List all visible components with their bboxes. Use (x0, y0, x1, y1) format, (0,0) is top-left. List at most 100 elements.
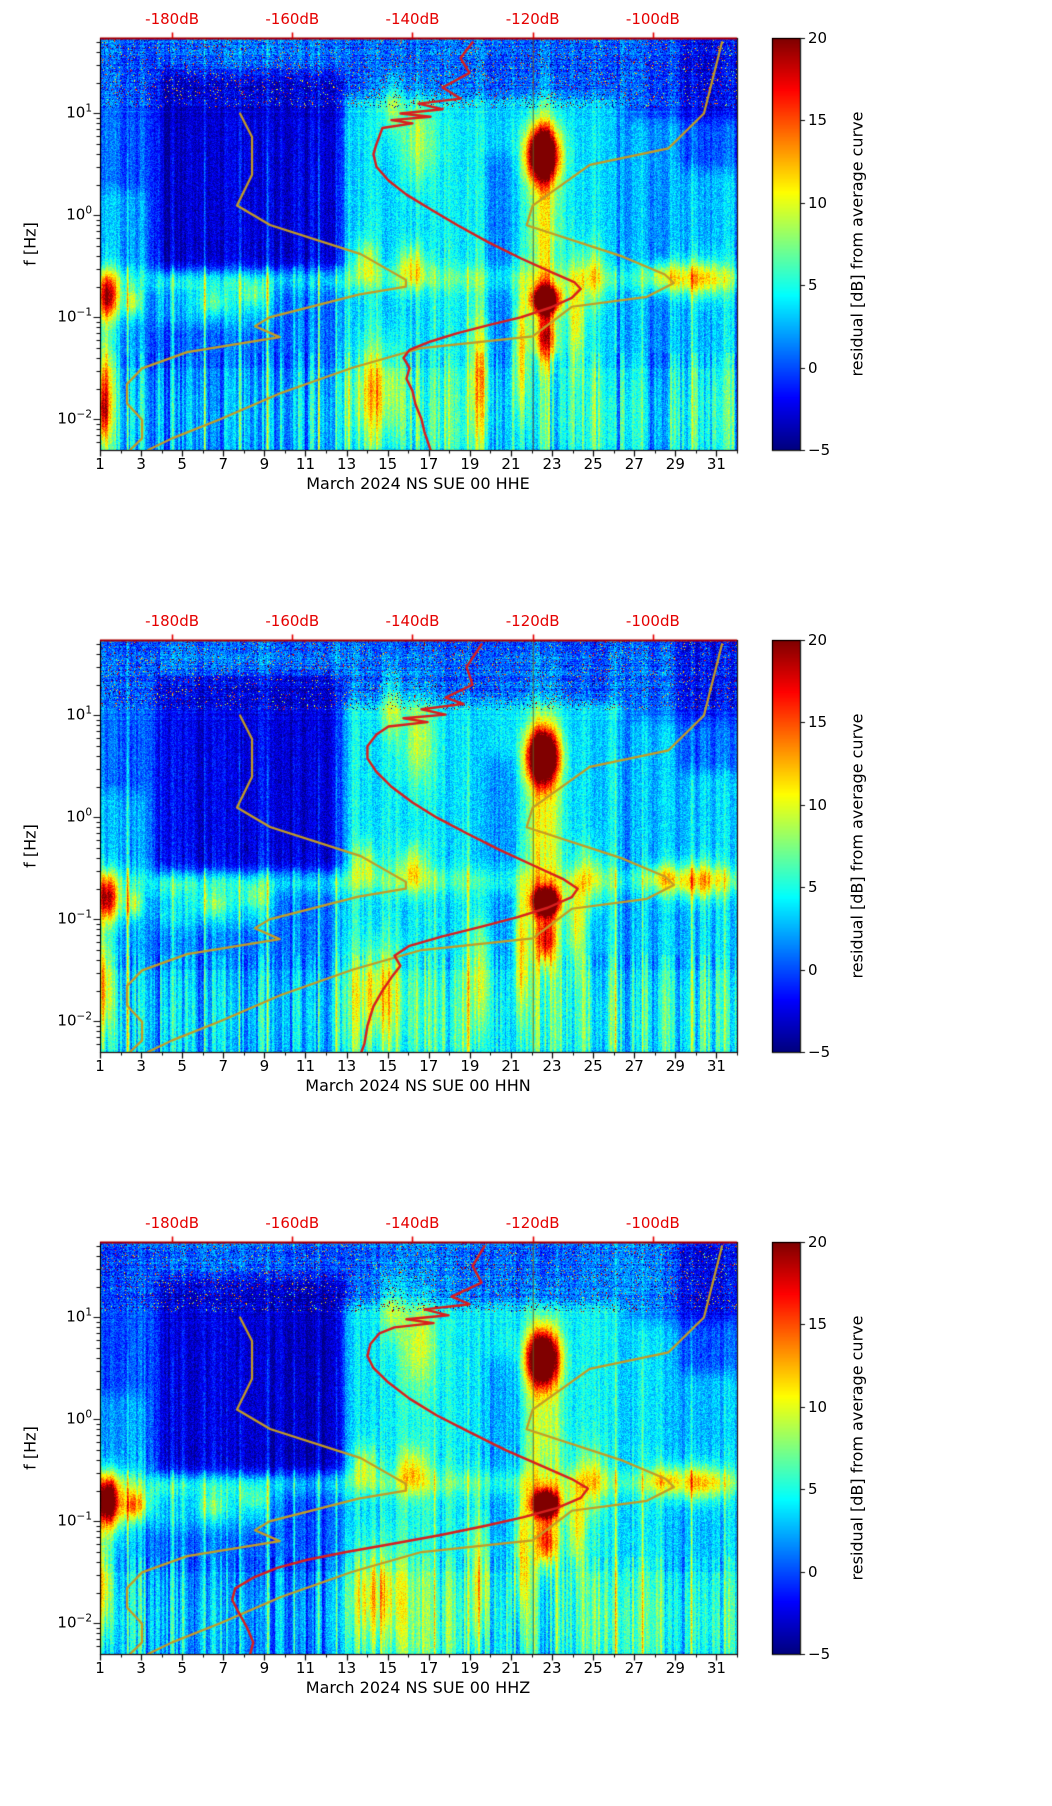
top-tick-label: -140dB (385, 612, 440, 630)
colorbar-label: residual [dB] from average curve (847, 111, 867, 377)
spectrogram-panel-hhe: f [Hz] March 2024 NS SUE 00 HHE residual… (0, 0, 1052, 602)
x-axis-title: March 2024 NS SUE 00 HHE (306, 474, 530, 493)
y-tick-label: 100 (66, 1408, 92, 1428)
x-tick-label: 9 (259, 455, 270, 473)
colorbar-tick-label: 0 (808, 960, 818, 979)
spectrogram-panel-hhn: f [Hz] March 2024 NS SUE 00 HHN residual… (0, 602, 1052, 1204)
y-tick-label: 101 (66, 1307, 92, 1327)
y-tick-label: 101 (66, 705, 92, 725)
x-tick-label: 21 (501, 1057, 521, 1075)
colorbar-tick-label: −5 (808, 1043, 831, 1061)
colorbar-label: residual [dB] from average curve (847, 1315, 867, 1581)
y-axis-label: f [Hz] (20, 824, 40, 868)
x-tick-label: 25 (583, 455, 603, 473)
x-tick-label: 23 (542, 455, 562, 473)
x-tick-label: 15 (378, 1659, 398, 1677)
x-tick-label: 3 (136, 1057, 146, 1075)
x-tick-label: 11 (295, 1659, 316, 1677)
x-axis-title: March 2024 NS SUE 00 HHZ (305, 1678, 531, 1697)
top-tick-label: -180dB (145, 1214, 200, 1232)
x-tick-label: 23 (542, 1057, 562, 1075)
top-tick-label: -160dB (265, 612, 320, 630)
colorbar-tick-label: 0 (808, 1562, 818, 1581)
colorbar-tick-label: 20 (808, 29, 828, 47)
x-tick-label: 9 (259, 1659, 270, 1677)
top-tick-label: -180dB (145, 10, 200, 28)
y-tick-label: 10−1 (57, 306, 92, 326)
x-tick-label: 1 (95, 455, 105, 473)
colorbar-tick-label: 5 (808, 1480, 818, 1499)
x-tick-label: 31 (706, 455, 726, 473)
top-tick-label: -120dB (505, 1214, 560, 1232)
x-tick-label: 9 (259, 1057, 270, 1075)
colorbar-label: residual [dB] from average curve (847, 713, 867, 979)
x-tick-label: 13 (337, 455, 357, 473)
y-tick-label: 10−1 (57, 908, 92, 928)
x-tick-label: 13 (337, 1057, 357, 1075)
colorbar-tick-label: 10 (808, 795, 828, 814)
x-tick-label: 11 (295, 455, 316, 473)
x-tick-label: 5 (177, 1659, 187, 1677)
x-tick-label: 19 (460, 1659, 480, 1677)
y-tick-label: 10−2 (57, 1612, 92, 1632)
x-tick-label: 27 (624, 1057, 644, 1075)
x-tick-label: 21 (501, 1659, 521, 1677)
x-tick-label: 3 (136, 455, 146, 473)
y-tick-label: 10−1 (57, 1510, 92, 1530)
x-tick-label: 29 (665, 455, 685, 473)
x-tick-label: 7 (218, 1659, 229, 1677)
x-axis-title: March 2024 NS SUE 00 HHN (305, 1076, 531, 1095)
top-tick-label: -180dB (145, 612, 200, 630)
top-tick-label: -160dB (265, 10, 320, 28)
x-tick-label: 17 (419, 1057, 439, 1075)
y-tick-label: 100 (66, 806, 92, 826)
axes-and-ticks (0, 1204, 1052, 1806)
spectrogram-panel-hhz: f [Hz] March 2024 NS SUE 00 HHZ residual… (0, 1204, 1052, 1806)
colorbar-tick-label: −5 (808, 1645, 831, 1663)
colorbar-tick-label: 5 (808, 878, 818, 897)
x-tick-label: 25 (583, 1659, 603, 1677)
y-tick-label: 10−2 (57, 408, 92, 428)
y-tick-label: 10−2 (57, 1010, 92, 1030)
x-tick-label: 19 (460, 1057, 480, 1075)
colorbar-tick-label: 10 (808, 1397, 828, 1416)
axes-and-ticks (0, 0, 1052, 602)
x-tick-label: 27 (624, 455, 644, 473)
x-tick-label: 5 (177, 1057, 187, 1075)
y-tick-label: 101 (66, 103, 92, 123)
colorbar-tick-label: −5 (808, 441, 831, 459)
colorbar-tick-label: 20 (808, 631, 828, 649)
top-tick-label: -100dB (625, 1214, 680, 1232)
x-tick-label: 31 (706, 1659, 726, 1677)
x-tick-label: 1 (95, 1057, 105, 1075)
y-axis-label: f [Hz] (20, 1426, 40, 1470)
x-tick-label: 5 (177, 455, 187, 473)
axes-and-ticks (0, 602, 1052, 1204)
colorbar-tick-label: 5 (808, 276, 818, 295)
x-tick-label: 31 (706, 1057, 726, 1075)
top-tick-label: -160dB (265, 1214, 320, 1232)
colorbar-tick-label: 20 (808, 1233, 828, 1251)
x-tick-label: 3 (136, 1659, 146, 1677)
colorbar-tick-label: 15 (808, 111, 828, 130)
x-tick-label: 21 (501, 455, 521, 473)
y-axis-label: f [Hz] (20, 222, 40, 266)
colorbar-tick-label: 0 (808, 358, 818, 377)
x-tick-label: 25 (583, 1057, 603, 1075)
colorbar-tick-label: 15 (808, 1315, 828, 1334)
x-tick-label: 17 (419, 1659, 439, 1677)
colorbar-tick-label: 15 (808, 713, 828, 732)
x-tick-label: 11 (295, 1057, 316, 1075)
colorbar-tick-label: 10 (808, 193, 828, 212)
x-tick-label: 15 (378, 455, 398, 473)
x-tick-label: 29 (665, 1659, 685, 1677)
top-tick-label: -140dB (385, 1214, 440, 1232)
x-tick-label: 27 (624, 1659, 644, 1677)
x-tick-label: 15 (378, 1057, 398, 1075)
x-tick-label: 7 (218, 455, 229, 473)
top-tick-label: -100dB (625, 10, 680, 28)
x-tick-label: 17 (419, 455, 439, 473)
x-tick-label: 7 (218, 1057, 229, 1075)
x-tick-label: 19 (460, 455, 480, 473)
